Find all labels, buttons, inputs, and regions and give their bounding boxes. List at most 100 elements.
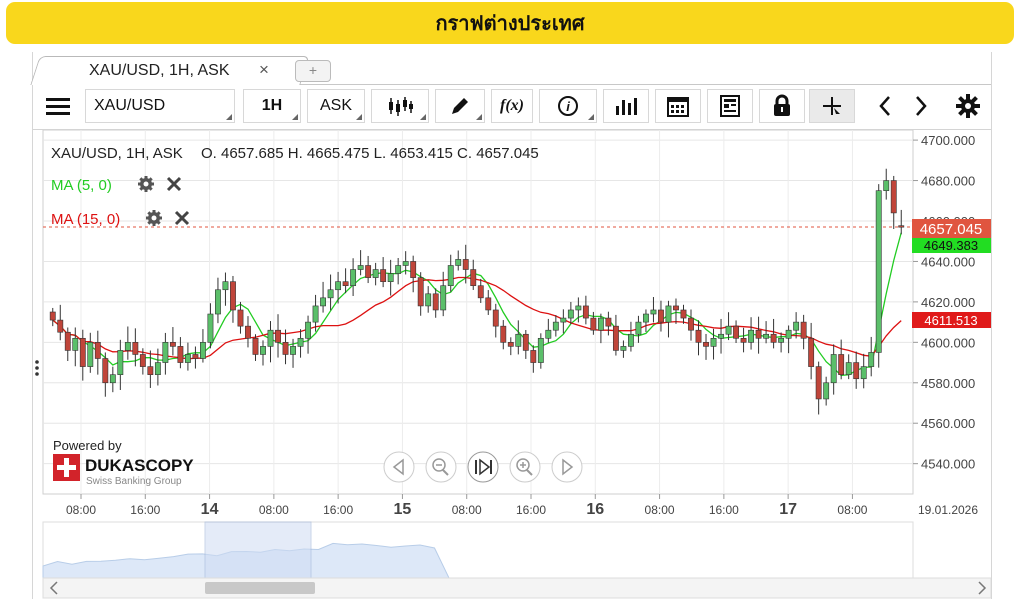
candle-body-down	[139, 354, 146, 367]
candle-body-up	[875, 190, 882, 353]
candle	[485, 290, 492, 315]
candle-body-down	[485, 297, 492, 311]
candle-body-down	[695, 329, 702, 343]
candle	[800, 314, 807, 350]
info-button[interactable]: i	[539, 89, 597, 123]
scroll-left-button[interactable]	[867, 89, 903, 123]
horizontal-scrollbar[interactable]	[42, 577, 992, 599]
candle-body-up	[109, 374, 116, 384]
current-price-tag	[912, 219, 991, 238]
candle	[380, 257, 387, 288]
candle	[838, 339, 845, 380]
volume-button[interactable]	[603, 89, 649, 123]
side-selector[interactable]: ASK	[307, 89, 365, 123]
ma15-close-icon[interactable]	[174, 210, 190, 226]
candle-body-down	[688, 317, 694, 331]
menu-button[interactable]	[37, 89, 79, 123]
candle	[740, 327, 747, 353]
indicators-button[interactable]: f(x)	[491, 89, 533, 123]
candle	[162, 332, 169, 375]
candle-body-down	[815, 366, 822, 400]
candle	[635, 315, 642, 343]
candle	[665, 300, 672, 338]
settings-button[interactable]	[949, 89, 987, 123]
candle-body-up	[200, 342, 206, 359]
zoom-out-button[interactable]	[425, 451, 457, 483]
candle	[748, 317, 754, 350]
chart-area[interactable]: 4700.0004680.0004660.0004640.0004620.000…	[33, 129, 992, 599]
candle	[297, 329, 304, 358]
candle	[365, 255, 372, 284]
candle-body-down	[800, 321, 807, 339]
drawing-tools-button[interactable]	[435, 89, 485, 123]
candle-body-up	[718, 333, 724, 339]
candle	[230, 275, 236, 323]
candle	[215, 277, 221, 324]
side-drag-handle[interactable]	[35, 360, 39, 376]
lock-button[interactable]	[759, 89, 805, 123]
tab-close-icon[interactable]: ×	[259, 60, 269, 79]
pan-left-button[interactable]	[383, 451, 415, 483]
candle	[628, 321, 634, 352]
candle-body-down	[237, 309, 244, 327]
dropdown-corner-icon	[292, 114, 298, 120]
candle	[560, 309, 567, 334]
candle-body-down	[252, 337, 259, 355]
calendar-button[interactable]	[655, 89, 701, 123]
candle	[898, 209, 905, 235]
chart-type-button[interactable]	[371, 89, 429, 123]
candle	[410, 255, 417, 293]
function-icon: f(x)	[500, 97, 524, 114]
candle-body-down	[365, 265, 372, 278]
candle	[207, 303, 214, 349]
candle-body-up	[455, 259, 462, 266]
candle-body-down	[102, 358, 109, 384]
dropdown-corner-icon	[476, 114, 482, 120]
candle-body-down	[462, 259, 469, 270]
candle	[109, 366, 116, 393]
candle	[402, 251, 409, 275]
grid-lines	[42, 129, 914, 495]
ma5-label: MA (5, 0)	[51, 177, 112, 194]
candle	[350, 258, 357, 296]
crosshair-button[interactable]	[809, 89, 855, 123]
news-button[interactable]	[707, 89, 753, 123]
candle-body-up	[425, 293, 432, 307]
x-tick-label: 08:00	[259, 503, 289, 517]
candle-body-up	[297, 337, 304, 347]
ma15-settings-icon[interactable]	[146, 210, 162, 226]
candle-body-up	[320, 297, 326, 307]
candle	[605, 311, 612, 336]
candle	[200, 329, 206, 363]
scroll-left-arrow-icon	[49, 581, 58, 595]
ma5-close-icon[interactable]	[166, 176, 182, 192]
period-selector[interactable]: 1H	[243, 89, 301, 123]
candle	[290, 338, 296, 368]
ma5-settings-icon[interactable]	[138, 176, 154, 192]
candle	[432, 288, 439, 318]
candle-body-up	[447, 265, 454, 287]
candle-body-up	[207, 313, 214, 343]
candle-body-up	[402, 261, 409, 266]
chart-svg[interactable]: 4700.0004680.0004660.0004640.0004620.000…	[33, 129, 992, 599]
hamburger-icon	[46, 98, 70, 115]
overview-navigator[interactable]	[42, 521, 914, 579]
zoom-in-button[interactable]	[509, 451, 541, 483]
add-tab-button[interactable]: +	[295, 60, 331, 82]
candle-body-down	[680, 309, 687, 319]
pan-right-button[interactable]	[551, 451, 583, 483]
candle	[102, 352, 109, 397]
candle	[455, 250, 462, 271]
candle-body-up	[823, 382, 830, 400]
candle-body-up	[267, 329, 274, 347]
candle	[515, 320, 522, 355]
candle	[755, 316, 762, 354]
candle	[733, 320, 739, 344]
candle	[222, 272, 229, 306]
candle	[124, 326, 131, 360]
candle	[793, 312, 800, 339]
reset-view-button[interactable]	[467, 451, 499, 483]
instrument-selector[interactable]: XAU/USD	[85, 89, 235, 123]
scroll-right-button[interactable]	[903, 89, 939, 123]
candle	[87, 332, 94, 373]
